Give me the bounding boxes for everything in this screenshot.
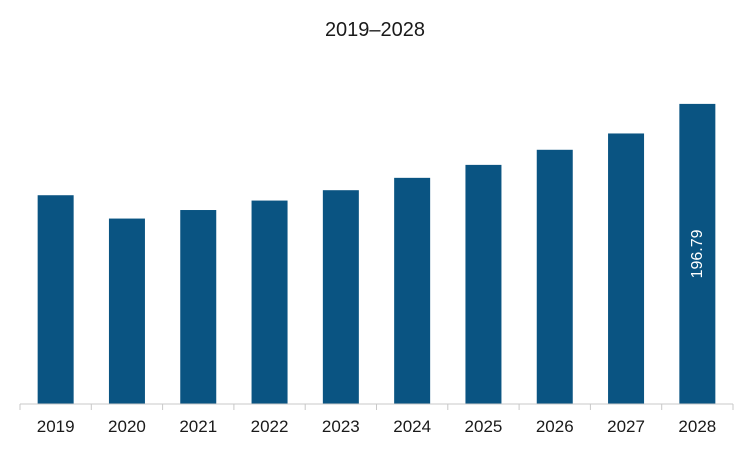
x-tick-label-2025: 2025 [465,417,503,436]
bar-2021 [180,210,217,404]
x-tick-label-2023: 2023 [322,417,360,436]
x-tick-label-2026: 2026 [536,417,574,436]
data-label-2028: 196.79 [689,229,706,278]
bar-2028 [679,103,716,404]
bar-2023 [322,190,359,404]
data-labels: 196.79 [689,229,706,278]
x-axis-ticks: 2019 2020 2021 2022 2023 2024 2025 2026 2027 2028 [19,404,734,436]
chart-title: 2019–2028 [325,19,425,41]
x-tick-label-2027: 2027 [607,417,645,436]
x-tick-label-2024: 2024 [393,417,431,436]
bar-2022 [251,200,288,404]
bar-2024 [394,177,431,404]
bar-2020 [108,218,145,404]
bar-2027 [608,133,645,404]
x-tick-label-2019: 2019 [37,417,75,436]
bars-group [37,103,716,404]
bar-2019 [37,195,74,404]
x-tick-label-2022: 2022 [251,417,289,436]
bar-2025 [465,164,502,404]
x-tick-label-2020: 2020 [108,417,146,436]
x-tick-label-2021: 2021 [179,417,217,436]
bar-2026 [536,149,573,404]
x-tick-label-2028: 2028 [678,417,716,436]
